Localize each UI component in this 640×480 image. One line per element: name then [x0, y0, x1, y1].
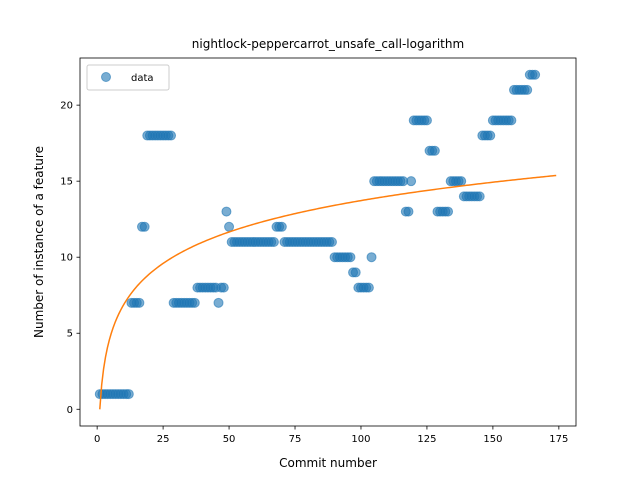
- x-tick-label: 100: [351, 434, 370, 445]
- x-axis-label: Commit number: [279, 456, 377, 470]
- x-tick-label: 25: [157, 434, 170, 445]
- data-point: [485, 130, 496, 141]
- data-point: [474, 191, 485, 202]
- data-point: [224, 221, 235, 232]
- data-point: [522, 84, 533, 95]
- data-point: [443, 206, 454, 217]
- data-point: [218, 282, 229, 293]
- y-tick-label: 0: [67, 405, 73, 416]
- data-point: [268, 237, 279, 247]
- data-point: [213, 297, 224, 308]
- x-tick-label: 175: [549, 434, 568, 445]
- y-tick-label: 15: [60, 177, 73, 188]
- data-point: [326, 237, 337, 247]
- x-tick-label: 75: [289, 434, 302, 445]
- data-point: [506, 115, 517, 126]
- axes-frame: [79, 57, 577, 427]
- data-point: [123, 389, 134, 400]
- legend-label-data: data: [131, 73, 154, 84]
- x-tick-label: 125: [417, 434, 436, 445]
- x-tick-label: 150: [483, 434, 502, 445]
- data-point: [366, 252, 377, 263]
- data-point: [139, 221, 150, 232]
- data-point: [429, 145, 440, 156]
- data-point: [166, 130, 177, 141]
- axis-ticks: 0 25 50 75 100 125 150 175 0 5 10 15 20: [60, 57, 577, 445]
- y-tick-label: 20: [60, 101, 73, 112]
- data-point: [406, 176, 417, 187]
- legend-marker-data: [101, 72, 111, 82]
- fit-line: [99, 174, 557, 410]
- data-point: [363, 282, 374, 293]
- y-axis-label: Number of instance of a feature: [32, 146, 46, 338]
- data-point: [421, 115, 432, 126]
- x-tick-label: 50: [223, 434, 236, 445]
- legend-frame: [86, 64, 170, 91]
- y-tick-label: 10: [60, 253, 73, 264]
- plot-area: [94, 69, 557, 410]
- data-point: [221, 206, 232, 217]
- data-point: [189, 297, 200, 308]
- legend: data: [86, 64, 170, 91]
- y-tick-label: 5: [67, 329, 73, 340]
- data-point: [134, 297, 145, 308]
- chart-title: nightlock-peppercarrot_unsafe_call-logar…: [192, 37, 464, 51]
- data-point: [530, 69, 541, 80]
- data-point: [456, 176, 467, 187]
- data-point: [345, 252, 356, 263]
- data-point: [403, 206, 414, 217]
- data-point: [276, 221, 287, 232]
- data-point: [350, 267, 361, 278]
- x-tick-label: 0: [94, 434, 100, 445]
